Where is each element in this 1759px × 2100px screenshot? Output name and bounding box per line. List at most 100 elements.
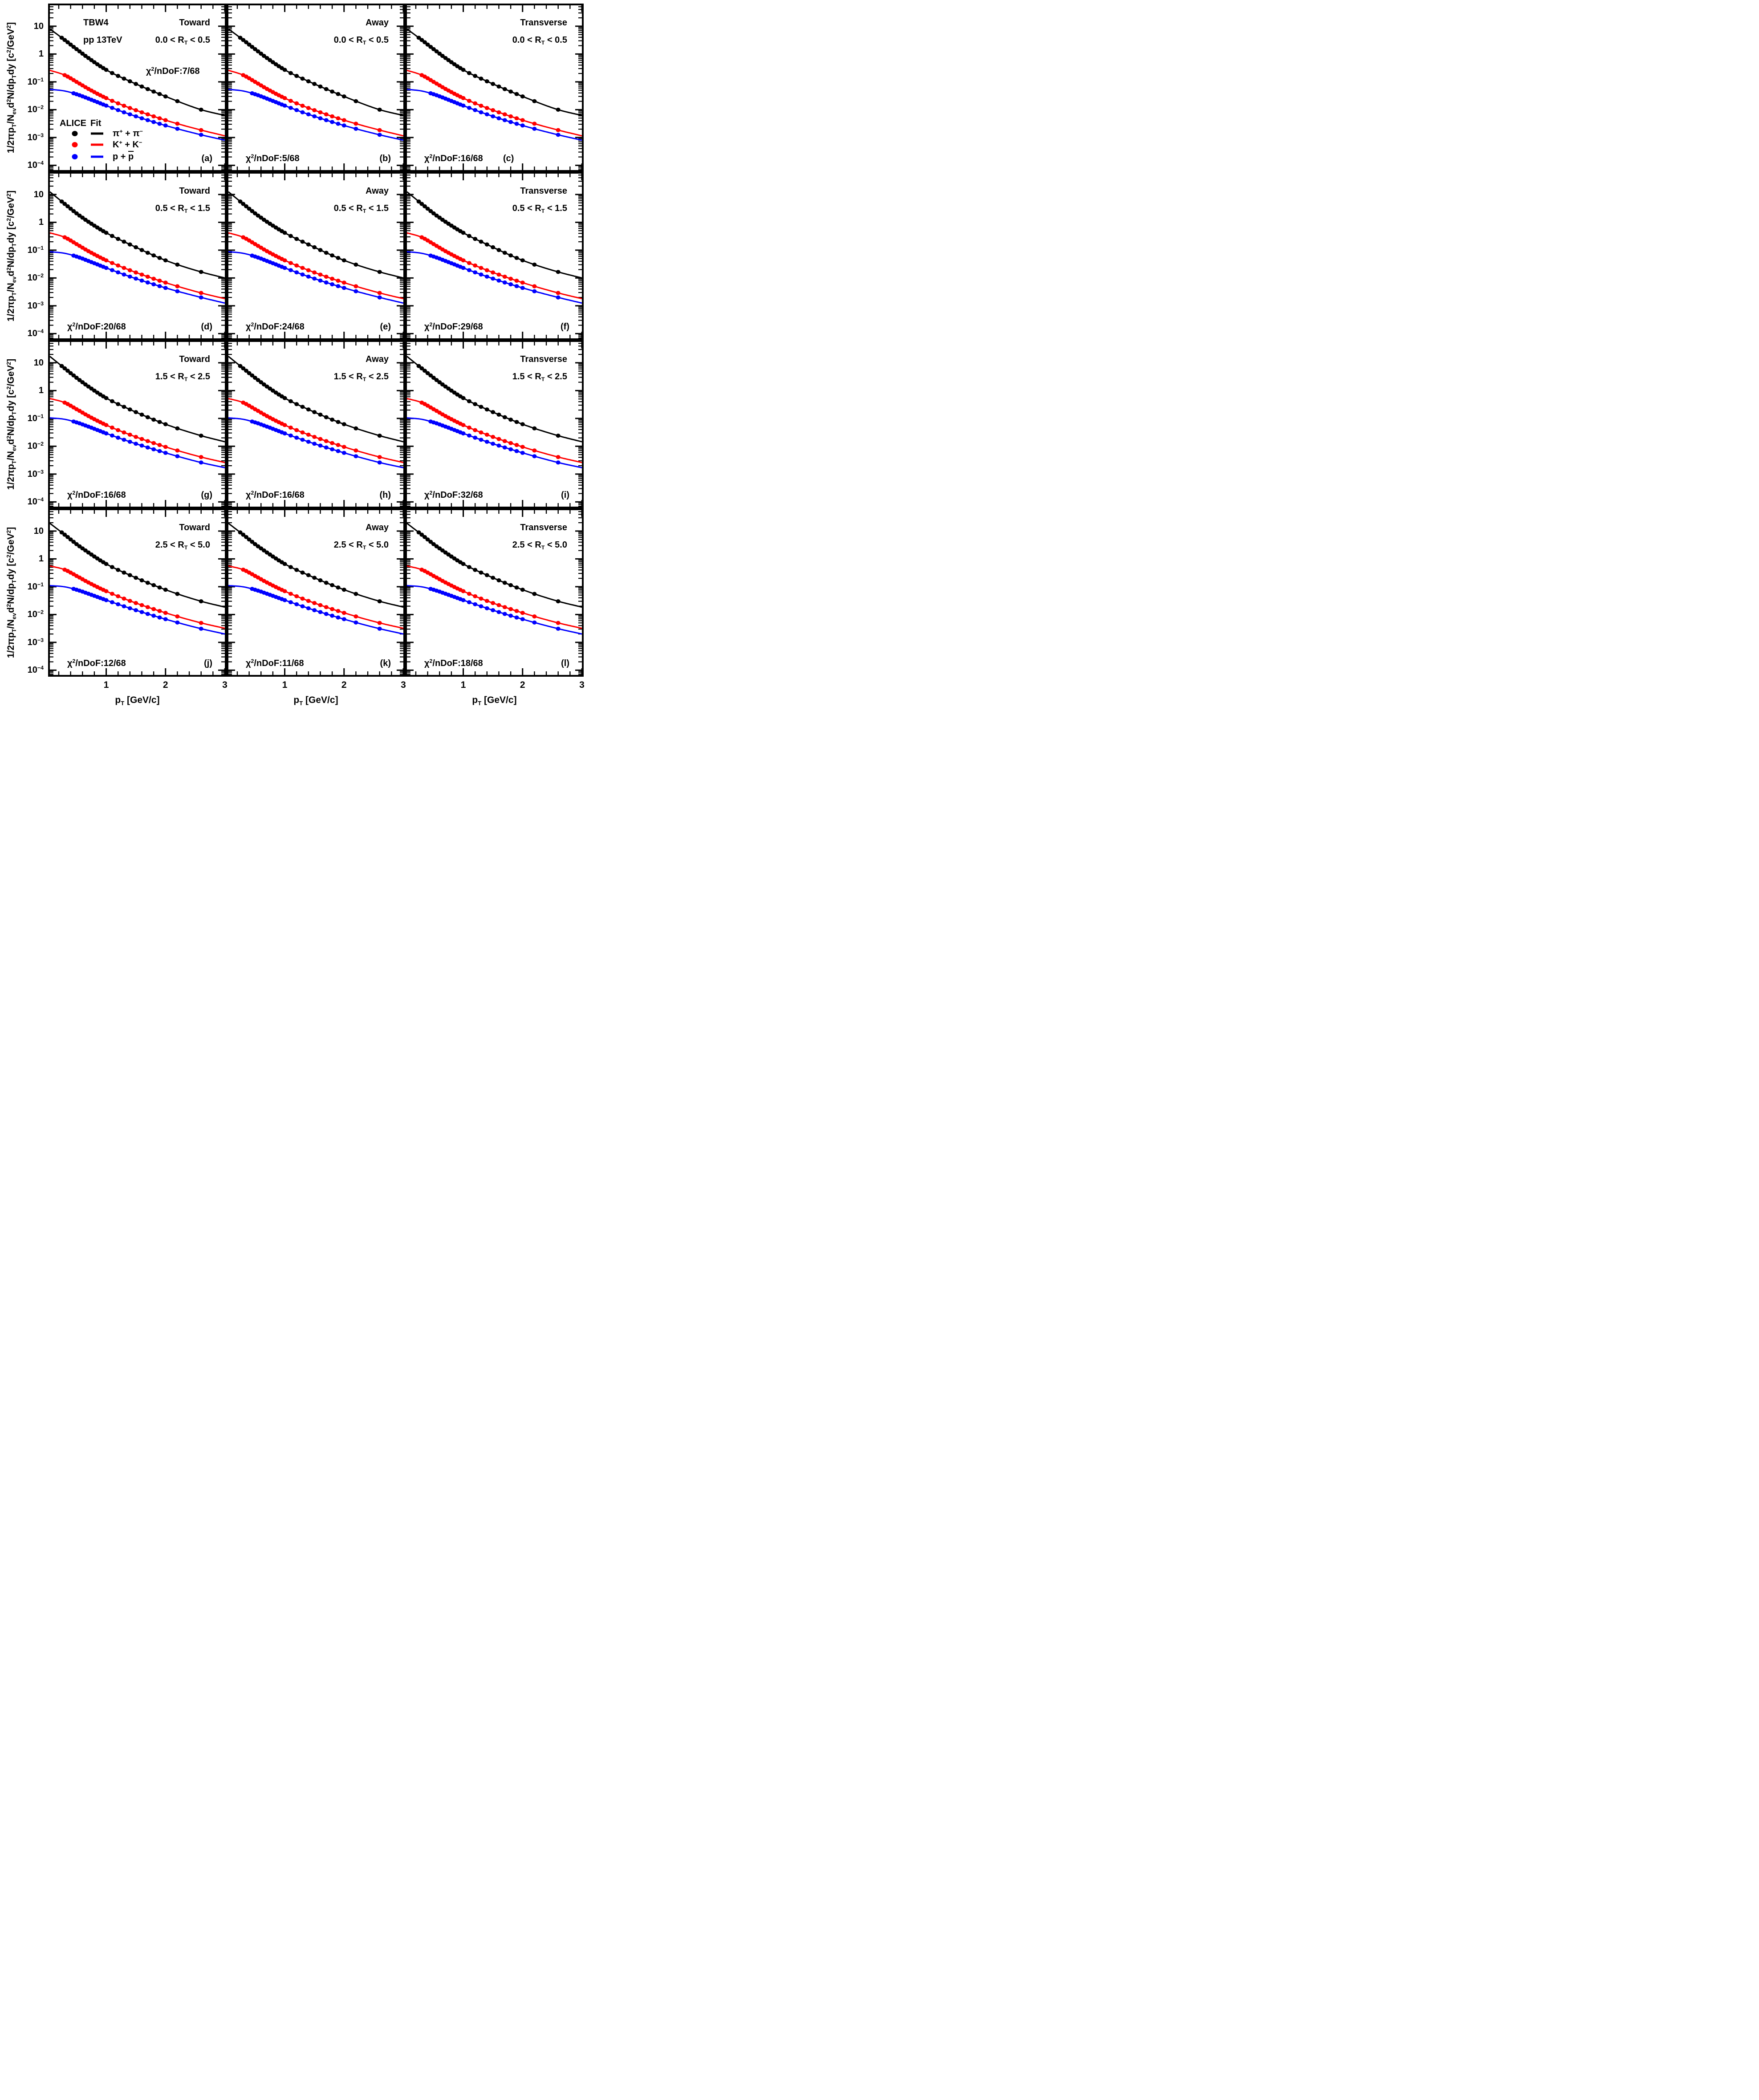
panel-c: Transverse 0.0 < RT < 0.5 χ2/nDoF:16/68 (c)	[405, 4, 584, 172]
y-tick-label: 10−4	[27, 160, 44, 170]
x-tick-label: 1	[103, 680, 109, 690]
pion-markers	[59, 364, 203, 438]
plot-area	[228, 5, 403, 170]
y-axis-title: 1/2πpT/Nevd2N/dpTdy [c2/GeV2]	[5, 527, 17, 658]
axis-ticks	[50, 174, 225, 338]
axis-ticks	[407, 510, 582, 675]
plot-area	[407, 510, 582, 675]
rt-range-label: 2.5 < RT < 5.0	[333, 540, 389, 551]
rt-range-label: 0.5 < RT < 1.5	[333, 203, 389, 215]
chi2-label: χ2/nDoF:16/68	[424, 153, 483, 163]
rt-range-label: 0.0 < RT < 0.5	[333, 35, 389, 46]
region-label: Toward	[179, 186, 210, 196]
rt-range-label: 0.5 < RT < 1.5	[512, 203, 567, 215]
plot-area	[228, 510, 403, 675]
plot-area	[50, 174, 225, 338]
proton-markers	[71, 253, 203, 300]
pion-fit-curve	[228, 523, 403, 608]
y-tick-label: 10−2	[27, 104, 44, 114]
panel-letter: (b)	[379, 154, 391, 163]
y-axis-title: 1/2πpT/Nevd2N/dpTdy [c2/GeV2]	[5, 22, 17, 154]
x-tick-label: 2	[520, 680, 525, 690]
panel-letter: (f)	[561, 322, 569, 332]
proton-markers	[71, 419, 203, 465]
region-label: Transverse	[520, 186, 567, 196]
region-label: Toward	[179, 354, 210, 364]
pion-markers	[238, 530, 382, 604]
kaon-markers	[62, 73, 203, 132]
panel-letter: (l)	[561, 658, 569, 668]
chi2-label: χ2/nDoF:7/68	[146, 66, 200, 76]
pion-fit-curve	[50, 356, 225, 443]
region-label: Transverse	[520, 523, 567, 532]
panel-letter: (e)	[380, 322, 391, 332]
region-label: Away	[366, 186, 389, 196]
pion-markers	[416, 199, 561, 274]
chi2-label: χ2/nDoF:24/68	[246, 321, 305, 332]
y-tick-label: 10−3	[27, 637, 44, 647]
pion-fit-curve	[50, 523, 225, 608]
y-tick-label: 1	[38, 386, 44, 395]
y-tick-label: 10−3	[27, 132, 44, 142]
chi2-label: χ2/nDoF:18/68	[424, 658, 483, 668]
plot-area	[50, 342, 225, 507]
proton-markers	[428, 253, 561, 300]
chi2-label: χ2/nDoF:12/68	[67, 658, 126, 668]
panel-letter: (c)	[503, 154, 514, 163]
rt-range-label: 0.0 < RT < 0.5	[155, 35, 210, 46]
y-axis-title: 1/2πpT/Nevd2N/dpTdy [c2/GeV2]	[5, 358, 17, 490]
panel-d: Toward 0.5 < RT < 1.5 χ2/nDoF:20/68 (d)	[48, 172, 227, 340]
rt-range-label: 2.5 < RT < 5.0	[155, 540, 210, 551]
y-tick-label: 10−4	[27, 328, 44, 338]
y-tick-label: 10−3	[27, 301, 44, 311]
x-tick-label: 3	[579, 680, 585, 690]
y-tick-label: 10−1	[27, 77, 44, 87]
panel-j: Toward 2.5 < RT < 5.0 χ2/nDoF:12/68 (j)	[48, 508, 227, 677]
axis-ticks	[50, 5, 225, 170]
axis-ticks	[407, 174, 582, 338]
panel-h: Away 1.5 < RT < 2.5 χ2/nDoF:16/68 (h)	[227, 340, 405, 508]
panel-letter: (g)	[201, 490, 212, 500]
panel-e: Away 0.5 < RT < 1.5 χ2/nDoF:24/68 (e)	[227, 172, 405, 340]
y-tick-label: 10−4	[27, 665, 44, 675]
kaon-marker-icon	[72, 142, 78, 147]
x-tick-label: 1	[460, 680, 466, 690]
legend-header-data: ALICE	[60, 118, 86, 128]
pion-fit-curve	[407, 523, 582, 608]
panel-letter: (d)	[201, 322, 212, 332]
region-label: Toward	[179, 18, 210, 28]
panel-letter: (j)	[204, 658, 212, 668]
y-tick-label: 10−1	[27, 581, 44, 592]
legend-entry-kaon: K+ + K−	[113, 139, 142, 150]
y-tick-label: 10−2	[27, 272, 44, 283]
kaon-markers	[419, 400, 561, 459]
system-label: pp 13TeV	[83, 35, 122, 45]
plot-area	[228, 342, 403, 507]
y-axis-gutter-row1: 10 1 10−1 10−2 10−3 10−4	[0, 5, 47, 170]
chi2-label: χ2/nDoF:32/68	[424, 490, 483, 500]
pion-fit-curve	[407, 356, 582, 443]
y-tick-label: 1	[38, 554, 44, 564]
rt-range-label: 0.0 < RT < 0.5	[512, 35, 567, 46]
y-tick-label: 1	[38, 217, 44, 227]
proton-line-icon	[91, 155, 103, 158]
rt-range-label: 1.5 < RT < 2.5	[155, 372, 210, 383]
x-tick-label: 1	[282, 680, 288, 690]
chi2-label: χ2/nDoF:5/68	[246, 153, 300, 163]
y-tick-label: 10−2	[27, 609, 44, 619]
y-tick-label: 10−1	[27, 413, 44, 423]
chi2-label: χ2/nDoF:20/68	[67, 321, 126, 332]
legend-header-fit: Fit	[90, 118, 102, 128]
region-label: Toward	[179, 523, 210, 532]
x-tick-label: 2	[341, 680, 347, 690]
x-axis-title: pT [GeV/c]	[293, 695, 338, 707]
plot-area	[407, 5, 582, 170]
y-tick-label: 10	[33, 190, 44, 199]
panel-i: Transverse 1.5 < RT < 2.5 χ2/nDoF:32/68 (i)	[405, 340, 584, 508]
pion-line-icon	[91, 132, 103, 135]
pion-markers	[416, 530, 561, 604]
panel-a: Toward 0.0 < RT < 0.5 χ2/nDoF:7/68 (a) TBW4 p…	[48, 4, 227, 172]
proton-markers	[71, 587, 203, 631]
panel-letter: (k)	[380, 658, 391, 668]
kaon-markers	[419, 73, 561, 132]
